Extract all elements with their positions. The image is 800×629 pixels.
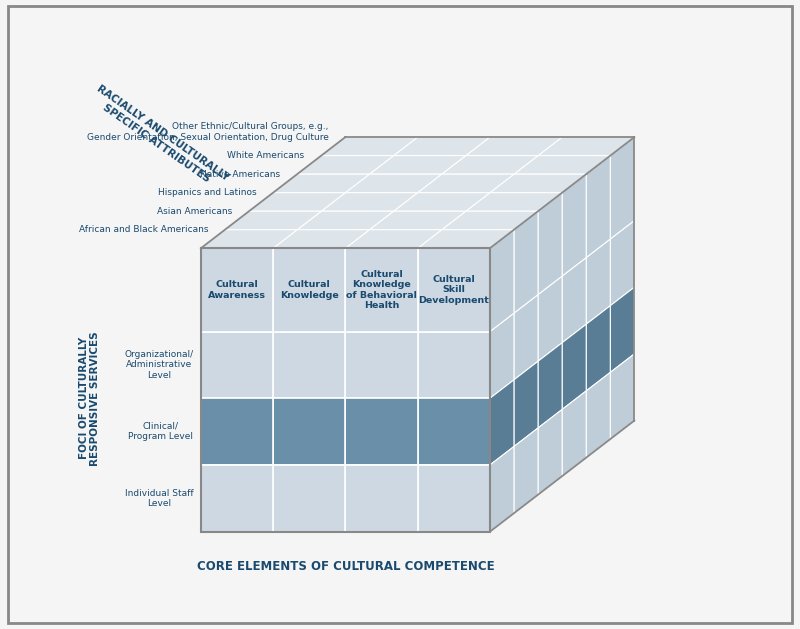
Text: Asian Americans: Asian Americans: [157, 207, 232, 216]
Polygon shape: [490, 447, 514, 532]
Polygon shape: [538, 276, 562, 361]
Polygon shape: [514, 155, 610, 174]
Polygon shape: [346, 230, 442, 248]
Polygon shape: [490, 380, 514, 465]
Polygon shape: [442, 155, 538, 174]
Polygon shape: [346, 465, 418, 532]
Polygon shape: [201, 465, 273, 532]
Text: African and Black Americans: African and Black Americans: [78, 225, 208, 235]
Polygon shape: [514, 211, 538, 313]
Polygon shape: [610, 221, 634, 306]
Polygon shape: [418, 174, 514, 192]
Polygon shape: [346, 398, 418, 465]
Polygon shape: [490, 313, 514, 398]
Polygon shape: [297, 211, 394, 230]
Polygon shape: [370, 211, 466, 230]
Polygon shape: [562, 174, 586, 276]
Polygon shape: [346, 331, 418, 398]
Polygon shape: [322, 137, 418, 155]
Polygon shape: [394, 192, 490, 211]
Polygon shape: [273, 465, 346, 532]
Text: Hispanics and Latinos: Hispanics and Latinos: [158, 188, 257, 198]
Polygon shape: [418, 398, 490, 465]
Polygon shape: [562, 324, 586, 409]
Polygon shape: [538, 192, 562, 294]
Polygon shape: [610, 287, 634, 372]
Polygon shape: [370, 155, 466, 174]
Text: RACIALLY AND CULTURALLY
SPECIFIC ATTRIBUTES: RACIALLY AND CULTURALLY SPECIFIC ATTRIBU…: [88, 84, 230, 192]
Polygon shape: [586, 306, 610, 391]
Polygon shape: [273, 331, 346, 398]
Polygon shape: [273, 230, 370, 248]
Polygon shape: [201, 248, 273, 331]
Polygon shape: [586, 372, 610, 458]
Text: White Americans: White Americans: [227, 151, 305, 160]
Text: Cultural
Skill
Development: Cultural Skill Development: [418, 275, 489, 305]
Polygon shape: [562, 257, 586, 343]
Polygon shape: [610, 354, 634, 439]
Polygon shape: [418, 230, 514, 248]
Polygon shape: [466, 192, 562, 211]
Polygon shape: [490, 174, 586, 192]
Polygon shape: [201, 331, 273, 398]
Polygon shape: [418, 465, 490, 532]
Polygon shape: [514, 428, 538, 513]
Polygon shape: [442, 211, 538, 230]
Text: Cultural
Knowledge
of Behavioral
Health: Cultural Knowledge of Behavioral Health: [346, 270, 417, 310]
Polygon shape: [418, 331, 490, 398]
Polygon shape: [514, 361, 538, 447]
Polygon shape: [538, 409, 562, 494]
Polygon shape: [538, 137, 634, 155]
Text: CORE ELEMENTS OF CULTURAL COMPETENCE: CORE ELEMENTS OF CULTURAL COMPETENCE: [197, 560, 494, 572]
Polygon shape: [418, 248, 490, 331]
Text: FOCI OF CULTURALLY
RESPONSIVE SERVICES: FOCI OF CULTURALLY RESPONSIVE SERVICES: [79, 331, 101, 465]
Text: Individual Staff
Level: Individual Staff Level: [125, 489, 194, 508]
Polygon shape: [273, 174, 370, 192]
Polygon shape: [273, 398, 346, 465]
Polygon shape: [249, 192, 346, 211]
Text: Clinical/
Program Level: Clinical/ Program Level: [129, 422, 194, 442]
Polygon shape: [346, 248, 418, 331]
Polygon shape: [610, 137, 634, 239]
Polygon shape: [394, 137, 490, 155]
Polygon shape: [273, 248, 346, 331]
Polygon shape: [490, 230, 514, 331]
Polygon shape: [297, 155, 394, 174]
Polygon shape: [201, 230, 297, 248]
Text: Other Ethnic/Cultural Groups, e.g.,
Gender Orientation, Sexual Orientation, Drug: Other Ethnic/Cultural Groups, e.g., Gend…: [86, 122, 329, 142]
Polygon shape: [586, 239, 610, 324]
Polygon shape: [322, 192, 418, 211]
Text: Native Americans: Native Americans: [200, 170, 281, 179]
Text: Cultural
Knowledge: Cultural Knowledge: [280, 281, 338, 299]
Polygon shape: [562, 391, 586, 476]
Text: Cultural
Awareness: Cultural Awareness: [208, 281, 266, 299]
Polygon shape: [514, 294, 538, 380]
Text: Organizational/
Administrative
Level: Organizational/ Administrative Level: [124, 350, 194, 380]
Polygon shape: [538, 343, 562, 428]
Polygon shape: [466, 137, 562, 155]
Polygon shape: [346, 174, 442, 192]
Polygon shape: [586, 155, 610, 257]
Polygon shape: [225, 211, 322, 230]
Polygon shape: [201, 398, 273, 465]
